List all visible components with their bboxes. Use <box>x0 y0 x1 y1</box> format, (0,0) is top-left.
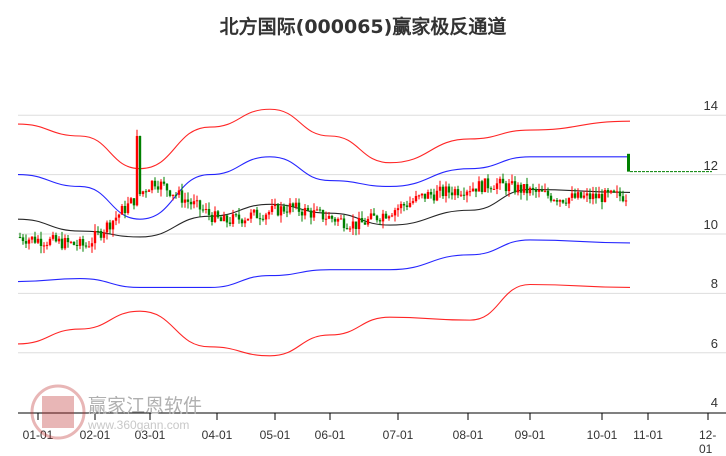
x-tick-label: 05-01 <box>259 428 291 442</box>
y-tick-label: 10 <box>703 217 718 232</box>
x-tick-label: 12-01 <box>699 428 717 456</box>
y-tick-label: 4 <box>710 395 718 411</box>
chart-title: 北方国际(000065)赢家极反通道 <box>219 16 507 38</box>
watermark-url: www.360gann.com <box>88 418 190 432</box>
x-tick-label: 04-01 <box>201 428 233 442</box>
x-tick-label: 06-01 <box>314 428 346 442</box>
y-tick-label: 14 <box>703 98 718 114</box>
x-tick-label: 10-01 <box>586 428 618 442</box>
x-tick-label: 03-01 <box>134 428 166 442</box>
watermark-seal-icon <box>30 384 86 440</box>
x-tick-label: 01-01 <box>22 428 54 442</box>
x-tick-label: 02-01 <box>79 428 111 442</box>
watermark-text: 赢家江恩软件 <box>88 395 203 417</box>
y-tick-label: 12 <box>703 157 718 173</box>
x-tick-label: 11-01 <box>633 428 663 442</box>
x-tick-label: 09-01 <box>514 428 546 442</box>
x-tick-label: 07-01 <box>382 428 414 442</box>
x-tick-label: 08-01 <box>452 428 484 442</box>
y-tick-label: 8 <box>710 276 718 292</box>
y-tick-label: 6 <box>710 335 718 351</box>
